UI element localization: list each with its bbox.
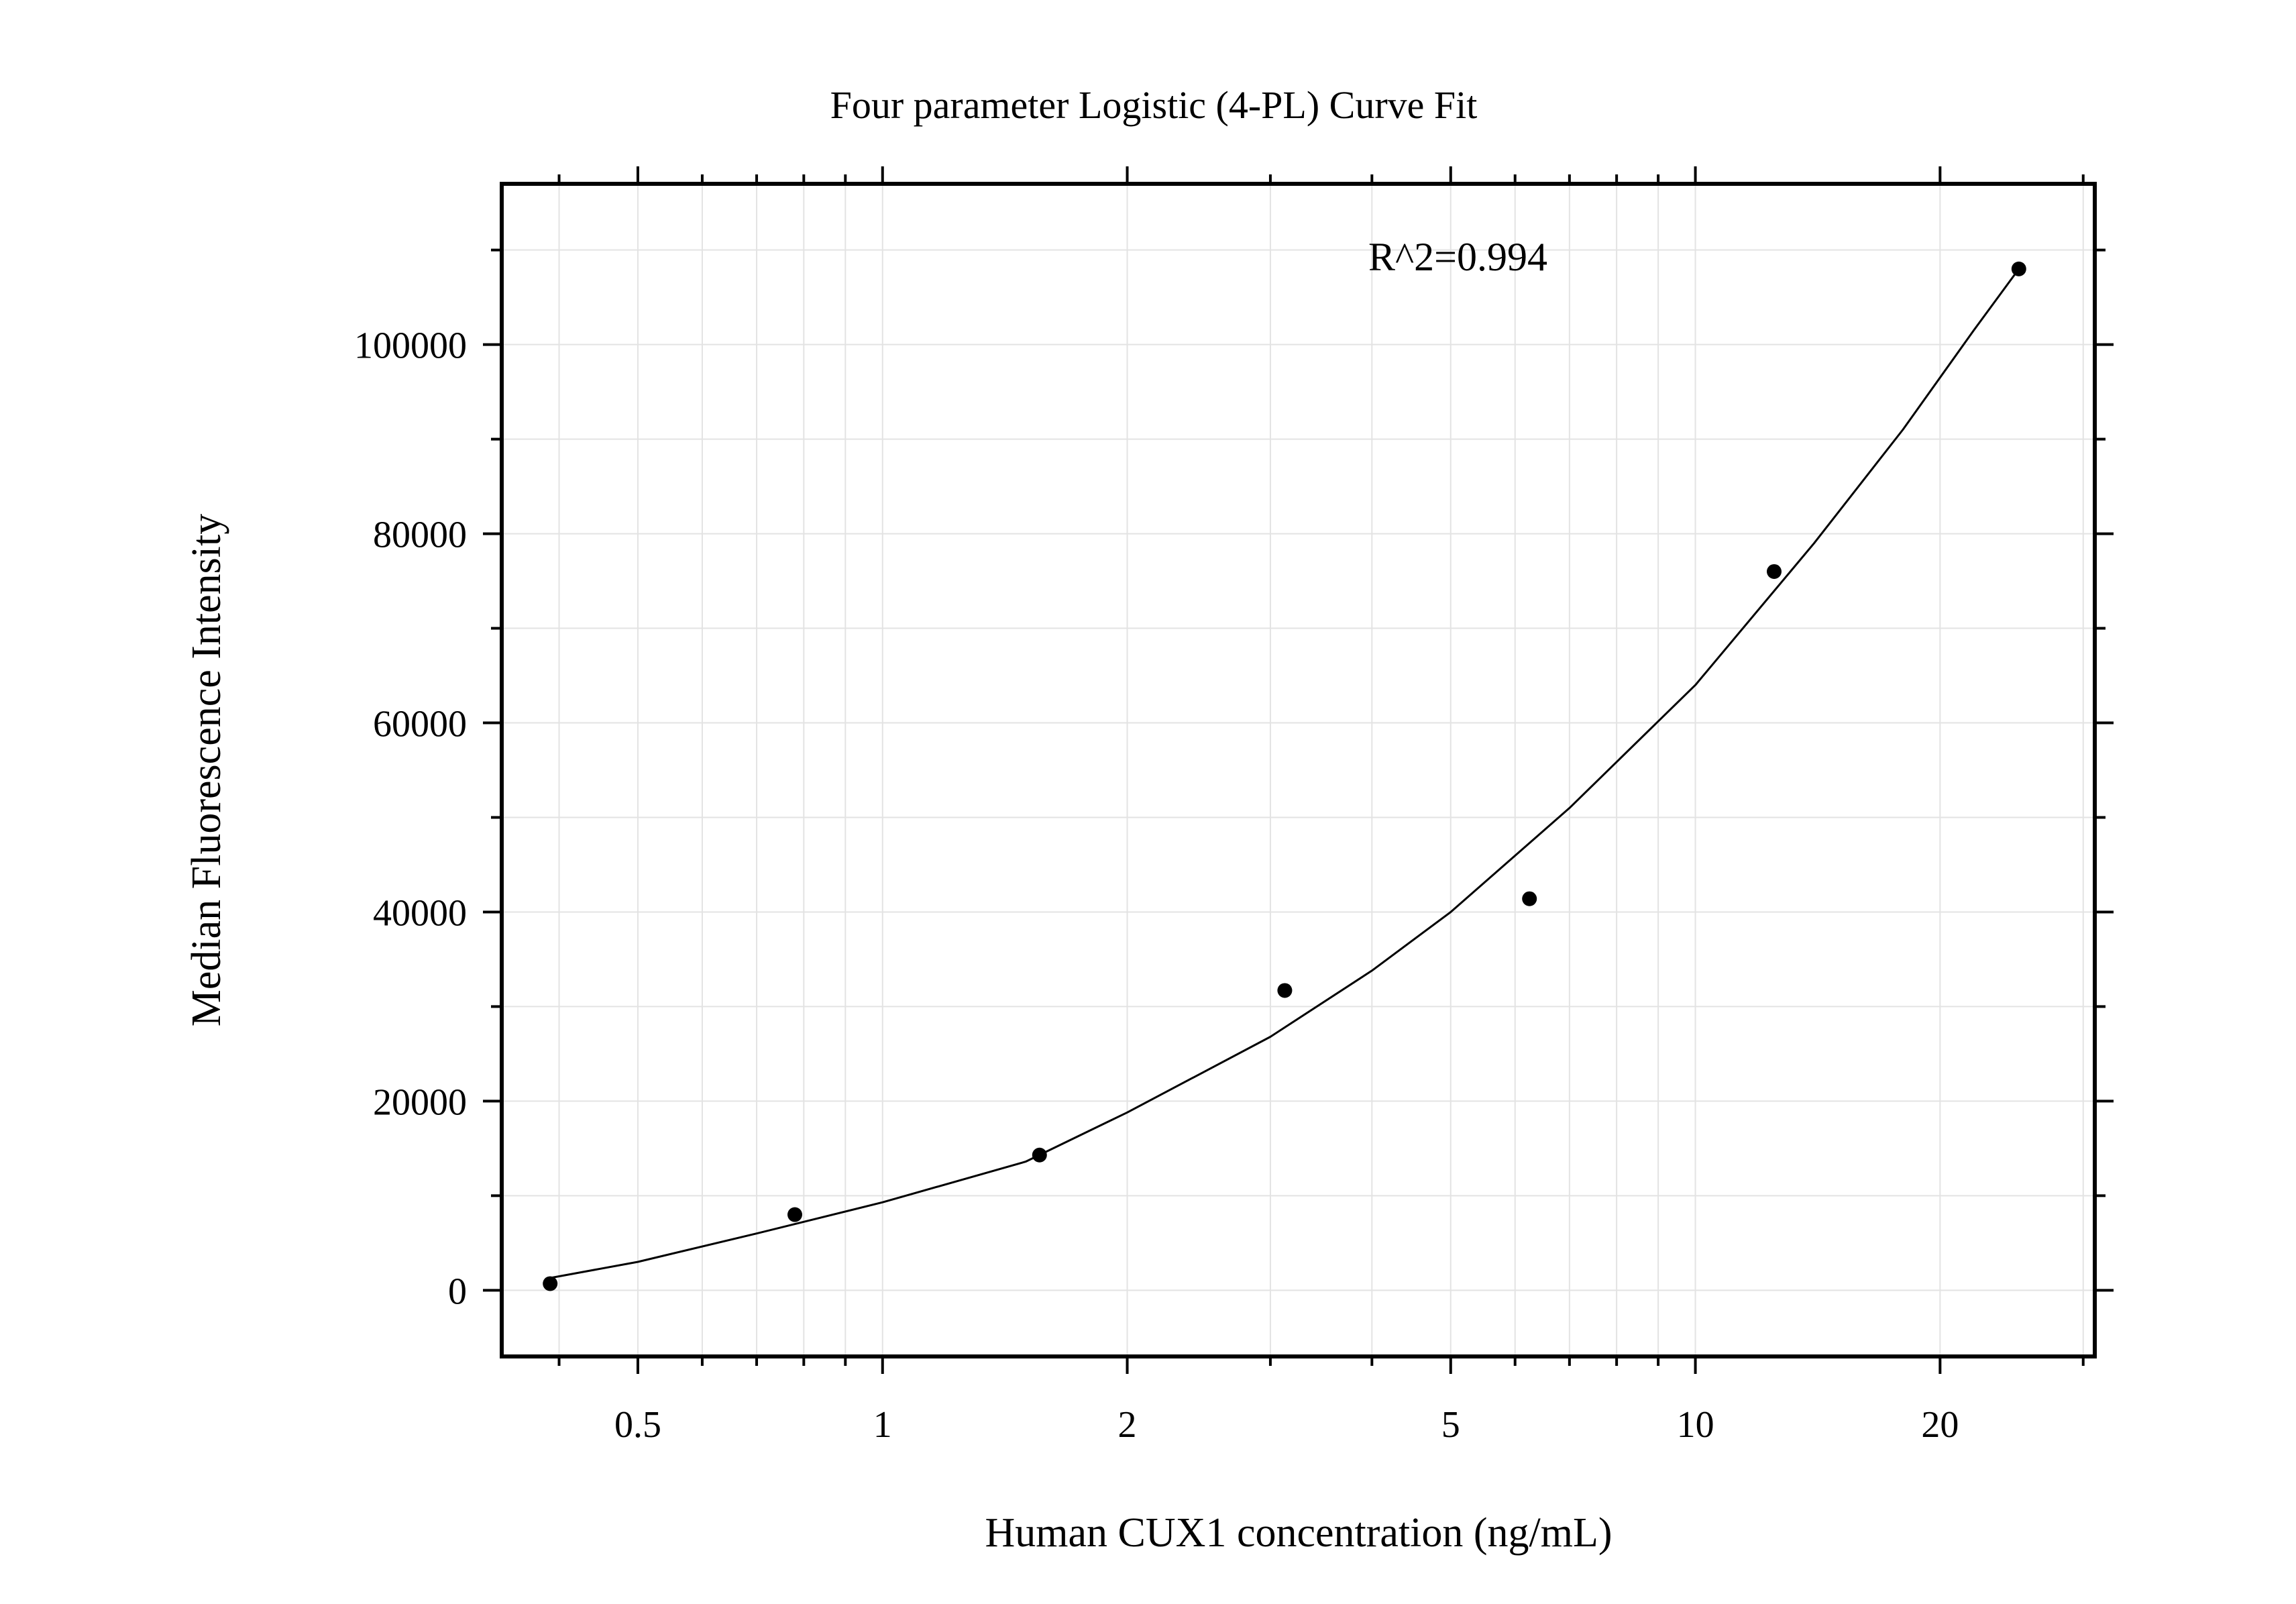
x-ticks <box>557 166 2085 1374</box>
y-axis: 0 20000 40000 60000 80000 100000 <box>354 248 2114 1313</box>
r-squared-annotation: R^2=0.994 <box>1368 235 1547 279</box>
plot-area <box>500 182 2097 1358</box>
data-points <box>543 261 2026 1291</box>
y-tick-labels: 0 20000 40000 60000 80000 100000 <box>354 325 467 1313</box>
y-tick-label: 0 <box>448 1271 467 1312</box>
data-point <box>543 1276 558 1291</box>
x-tick-labels: 0.5 1 2 5 10 20 <box>614 1404 1959 1446</box>
x-tick-label: 20 <box>1921 1404 1959 1446</box>
plot-frame <box>500 182 2097 1358</box>
x-tick-label: 0.5 <box>614 1404 661 1446</box>
data-point <box>1032 1147 1047 1163</box>
data-point <box>2011 261 2026 276</box>
y-tick-label: 40000 <box>373 892 467 934</box>
y-ticks <box>483 248 2114 1292</box>
y-tick-label: 80000 <box>373 515 467 556</box>
y-axis-title: Median Fluorescence Intensity <box>184 514 229 1026</box>
data-point <box>1767 564 1782 579</box>
fit-curve-layer <box>549 268 2020 1279</box>
y-tick-label: 100000 <box>354 325 467 367</box>
data-point <box>1522 891 1537 906</box>
data-point <box>1277 983 1293 998</box>
y-tick-label: 20000 <box>373 1081 467 1123</box>
x-tick-label: 10 <box>1677 1404 1714 1446</box>
x-axis: 0.5 1 2 5 10 20 <box>557 166 2085 1446</box>
fit-curve <box>549 268 2020 1279</box>
x-tick-label: 5 <box>1441 1404 1460 1446</box>
y-tick-label: 60000 <box>373 704 467 745</box>
grid <box>502 184 2095 1356</box>
plot-background <box>502 184 2095 1356</box>
x-axis-title: Human CUX1 concentration (ng/mL) <box>985 1510 1612 1556</box>
data-point <box>787 1207 802 1222</box>
x-tick-label: 1 <box>873 1404 892 1446</box>
chart-title: Four parameter Logistic (4-PL) Curve Fit <box>830 83 1478 127</box>
x-tick-label: 2 <box>1118 1404 1137 1446</box>
